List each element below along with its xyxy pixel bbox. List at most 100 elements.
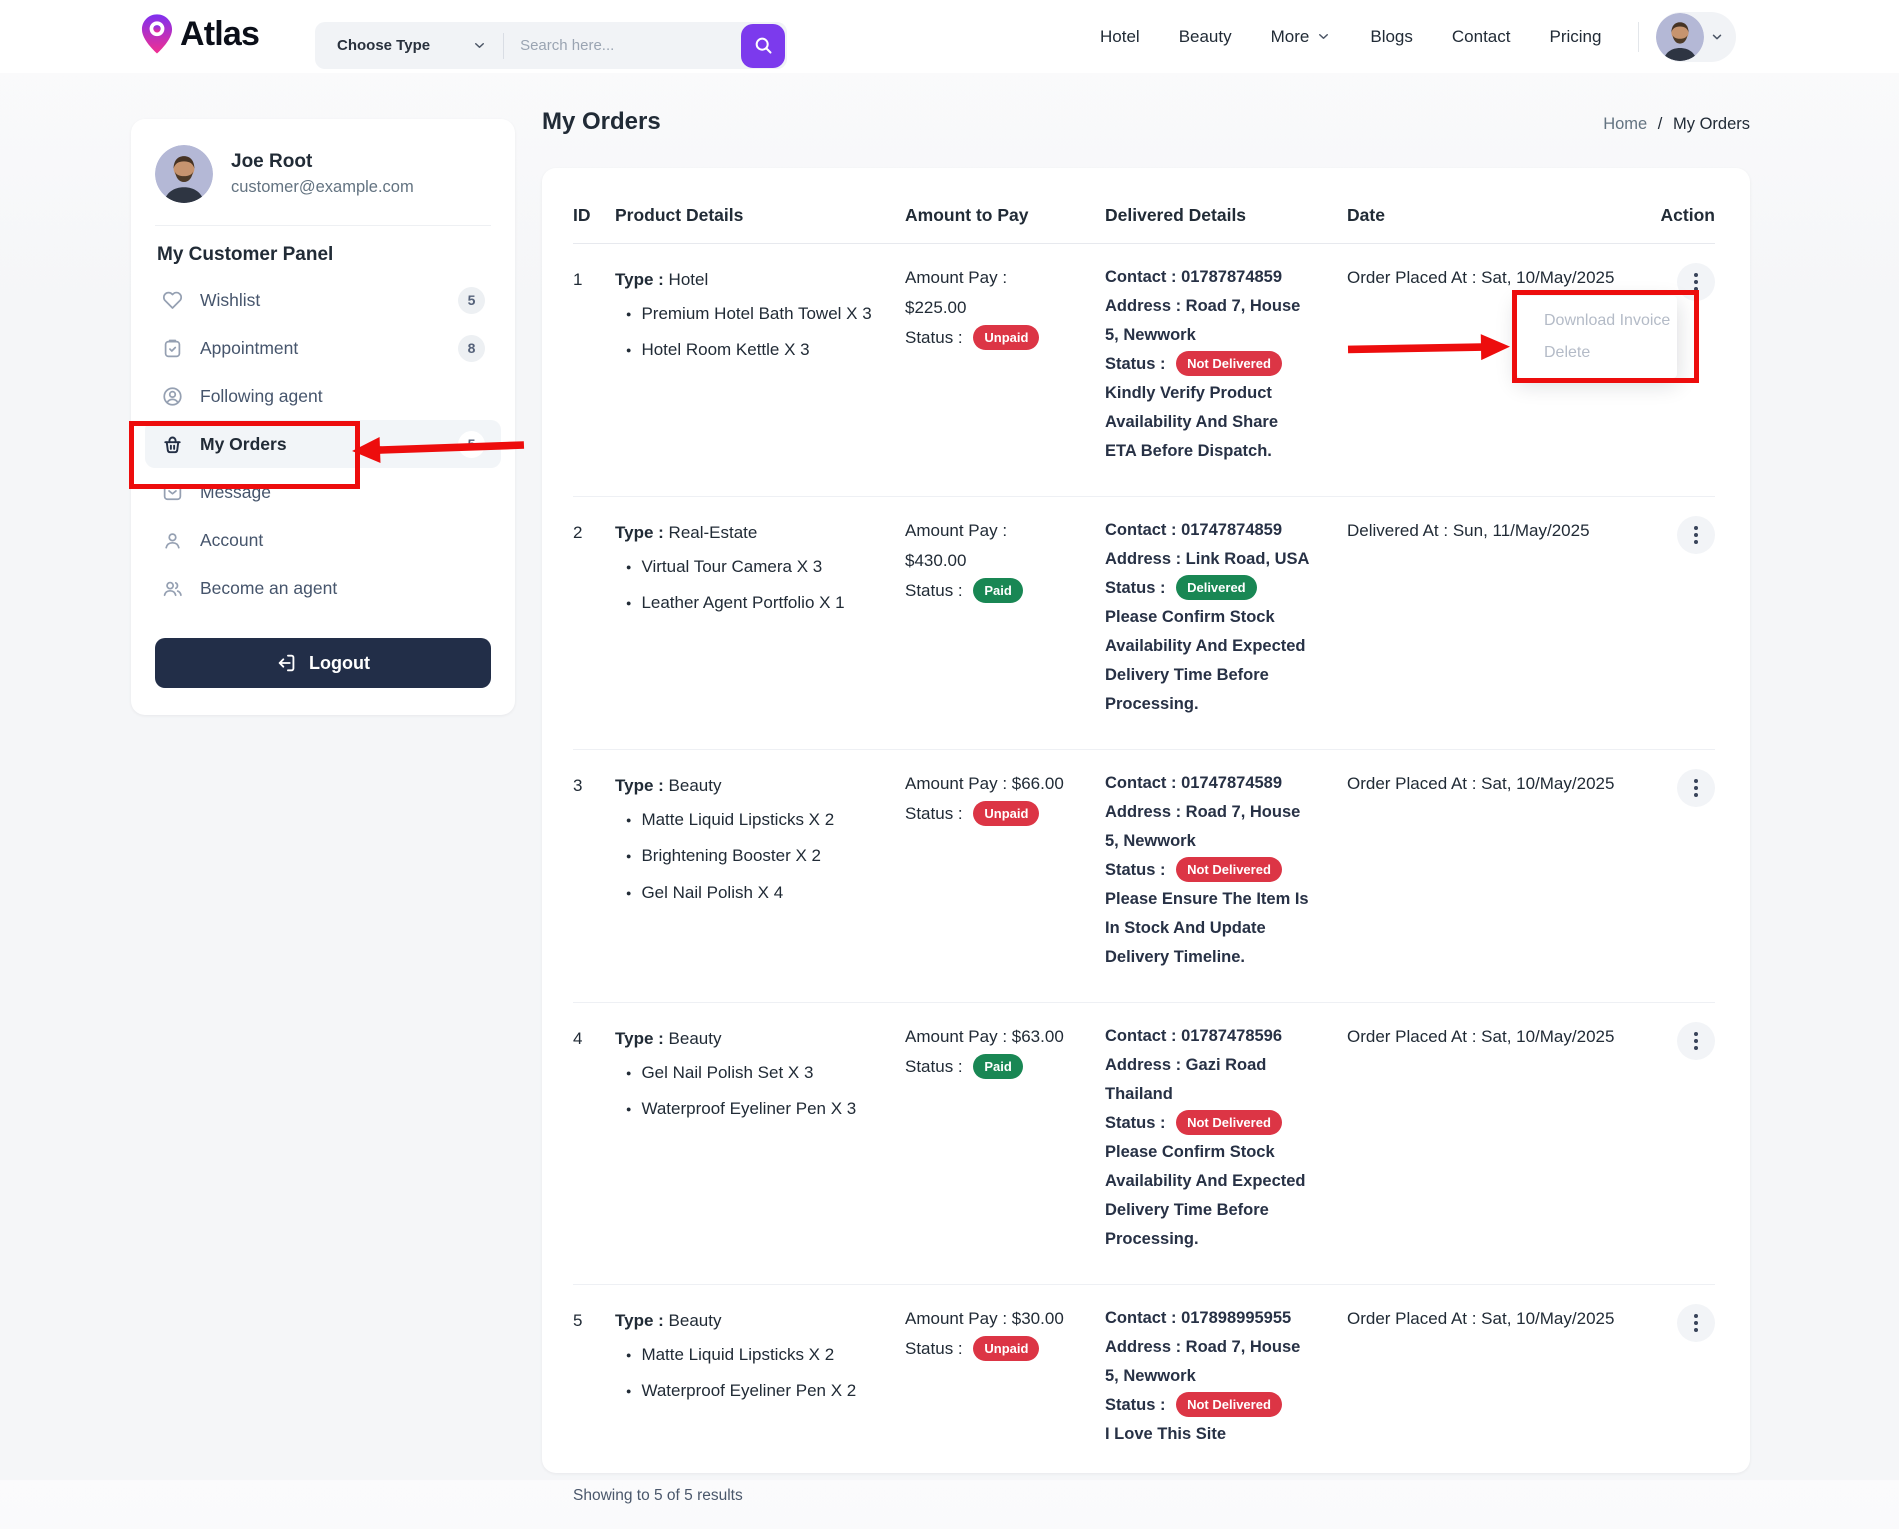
user-avatar	[1656, 13, 1704, 61]
date-cell: Order Placed At : Sat, 10/May/2025	[1347, 268, 1615, 287]
amount-line: Amount Pay : $66.00	[905, 774, 1064, 793]
sidebar-item-label: Account	[200, 529, 264, 550]
product-item-text: Leather Agent Portfolio X 1	[641, 593, 845, 612]
action-dropdown-menu: Download Invoice Delete	[1517, 296, 1677, 378]
user-menu-button[interactable]	[1656, 12, 1736, 62]
status-pill: Paid	[973, 1054, 1023, 1080]
product-item-text: Gel Nail Polish X 4	[641, 882, 784, 902]
status-pill: Not Delivered	[1176, 1110, 1282, 1136]
atlas-pin-icon	[141, 14, 173, 54]
product-item-line: ● Brightening Booster X 2	[615, 839, 905, 876]
logout-button[interactable]: Logout	[155, 638, 491, 688]
product-item-text: Hotel Room Kettle X 3	[641, 340, 810, 359]
sidebar-item-my-orders[interactable]: My Orders 5	[145, 420, 501, 468]
nav-link-beauty[interactable]: Beauty	[1179, 27, 1232, 47]
sidebar: Joe Root customer@example.com My Custome…	[131, 119, 515, 715]
bullet-icon: ●	[626, 1067, 632, 1078]
product-item-line: ● Hotel Room Kettle X 3	[615, 333, 905, 370]
sidebar-item-wishlist[interactable]: Wishlist 5	[145, 276, 501, 324]
kebab-menu-button[interactable]	[1677, 516, 1715, 554]
menu-item-download-invoice[interactable]: Download Invoice	[1544, 312, 1671, 329]
sidebar-item-following-agent[interactable]: Following agent	[145, 372, 501, 420]
search-bar: Choose Type	[315, 22, 787, 69]
kebab-menu-button[interactable]	[1677, 263, 1715, 301]
user-circle-icon	[163, 386, 182, 406]
amount-cell: Amount Pay : $225.00 Status : Unpaid	[905, 263, 1105, 466]
heart-icon	[162, 291, 182, 309]
amount-line: Amount Pay :	[905, 521, 1008, 540]
search-input[interactable]	[518, 36, 741, 55]
delivered-status-line: Status : Not Delivered	[1105, 1109, 1310, 1138]
search-divider	[503, 32, 505, 59]
col-header-action: Action	[1660, 205, 1715, 225]
product-item-text: Waterproof Eyeliner Pen X 2	[641, 1381, 857, 1400]
amount-cell: Amount Pay : $63.00 Status : Paid	[905, 1022, 1105, 1254]
status-pill: Not Delivered	[1176, 1392, 1282, 1418]
bullet-icon: ●	[626, 561, 632, 572]
product-type-label: Type :	[615, 1029, 664, 1048]
nav-link-blogs[interactable]: Blogs	[1370, 27, 1413, 47]
panel-title: My Customer Panel	[157, 244, 334, 265]
chevron-down-icon	[475, 43, 485, 48]
order-row: 1 Type : Hotel ● Premium Hotel Bath Towel X…	[573, 244, 1715, 497]
nav-divider	[1638, 22, 1639, 52]
product-item-text: Matte Liquid Lipsticks X 2	[641, 809, 835, 829]
product-type-line: Type : Hotel	[615, 270, 709, 289]
product-item-text: Matte Liquid Lipsticks X 2	[641, 1344, 835, 1364]
brand-logo[interactable]: Atlas	[140, 13, 260, 56]
search-icon	[755, 37, 772, 54]
product-type-label: Type :	[615, 270, 664, 289]
delivered-note: Please Confirm Stock Availability And Ex…	[1105, 608, 1306, 713]
product-item-line: ● Waterproof Eyeliner Pen X 2	[615, 1374, 905, 1411]
sidebar-item-account[interactable]: Account	[145, 516, 501, 564]
nav-link-contact[interactable]: Contact	[1452, 27, 1511, 47]
order-id-cell: 5	[573, 1311, 583, 1330]
sidebar-item-appointment[interactable]: Appointment 8	[145, 324, 501, 372]
order-row: 3 Type : Beauty ● Matte Liquid Lipsticks X …	[573, 750, 1715, 1003]
amount-line: Amount Pay :	[905, 268, 1008, 287]
chevron-down-icon	[1712, 34, 1722, 40]
status-pill: Not Delivered	[1176, 351, 1282, 377]
user-icon	[165, 532, 180, 549]
product-details-cell: Type : Beauty ● Matte Liquid Lipsticks X 2…	[615, 1304, 905, 1449]
bullet-icon: ●	[626, 1349, 632, 1360]
date-cell: Delivered At : Sun, 11/May/2025	[1347, 521, 1590, 540]
kebab-menu-button[interactable]	[1677, 769, 1715, 807]
kebab-menu-button[interactable]	[1677, 1304, 1715, 1342]
delivered-details-cell: Contact : 01747874859 Address : Link Road…	[1105, 516, 1310, 719]
menu-item-delete[interactable]: Delete	[1544, 344, 1591, 361]
nav-link-label: Contact	[1451, 26, 1511, 46]
product-item-line: ● Gel Nail Polish X 4	[615, 876, 905, 913]
sidebar-item-message[interactable]: Message	[145, 468, 501, 516]
delivered-contact: Contact : 01747874589	[1105, 774, 1283, 792]
pay-status-line: Status : Paid	[905, 1052, 1105, 1082]
nav-link-label: Hotel	[1100, 26, 1140, 46]
col-header-delivered-details: Delivered Details	[1105, 205, 1247, 225]
delivered-status-line: Status : Delivered	[1105, 574, 1310, 603]
kebab-menu-button[interactable]	[1677, 1022, 1715, 1060]
product-type-label: Type :	[615, 1311, 664, 1330]
sidebar-item-label: Appointment	[200, 337, 299, 358]
choose-type-select[interactable]: Choose Type	[315, 37, 487, 54]
table-body: 1 Type : Hotel ● Premium Hotel Bath Towel X…	[573, 244, 1715, 1461]
nav-link-hotel[interactable]: Hotel	[1100, 27, 1140, 47]
product-type-line: Type : Beauty	[615, 1029, 722, 1048]
breadcrumb-home-link[interactable]: Home	[1603, 115, 1648, 133]
action-cell	[1677, 1304, 1715, 1449]
product-type-line: Type : Beauty	[615, 1311, 722, 1330]
order-row: 4 Type : Beauty ● Gel Nail Polish Set X 3 ● W…	[573, 1003, 1715, 1285]
search-button[interactable]	[741, 23, 785, 68]
sidebar-item-label: Become an agent	[200, 577, 338, 598]
sidebar-item-become-an-agent[interactable]: Become an agent	[145, 564, 501, 612]
delivered-contact: Contact : 017898995955	[1105, 1309, 1292, 1327]
nav-link-pricing[interactable]: Pricing	[1549, 27, 1601, 47]
delivered-address: Address : Road 7, House 5, Newwork	[1105, 1338, 1301, 1385]
delivered-contact: Contact : 01787478596	[1105, 1027, 1283, 1045]
clipboard-check-icon	[164, 339, 181, 357]
order-id-cell: 2	[573, 523, 583, 542]
nav-link-more[interactable]: More	[1271, 27, 1332, 47]
delivered-note: Please Confirm Stock Availability And Ex…	[1105, 1143, 1306, 1248]
profile-email: customer@example.com	[231, 178, 414, 196]
product-item-text: Gel Nail Polish Set X 3	[641, 1062, 814, 1082]
sidebar-item-label: Following agent	[200, 385, 323, 406]
